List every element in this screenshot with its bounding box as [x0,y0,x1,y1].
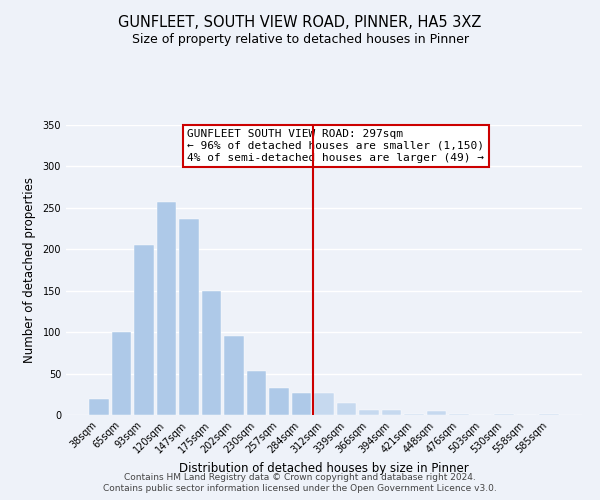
Bar [427,411,446,415]
Bar [494,414,514,415]
X-axis label: Distribution of detached houses by size in Pinner: Distribution of detached houses by size … [179,462,469,475]
Bar [292,394,311,415]
Bar [269,388,289,415]
Bar [314,394,334,415]
Bar [539,414,559,415]
Bar [179,220,199,415]
Bar [112,332,131,415]
Text: Contains HM Land Registry data © Crown copyright and database right 2024.: Contains HM Land Registry data © Crown c… [124,472,476,482]
Y-axis label: Number of detached properties: Number of detached properties [23,177,35,363]
Bar [404,414,424,415]
Text: Size of property relative to detached houses in Pinner: Size of property relative to detached ho… [131,32,469,46]
Bar [89,400,109,415]
Bar [247,371,266,415]
Bar [134,245,154,415]
Bar [337,402,356,415]
Text: GUNFLEET, SOUTH VIEW ROAD, PINNER, HA5 3XZ: GUNFLEET, SOUTH VIEW ROAD, PINNER, HA5 3… [118,15,482,30]
Text: Contains public sector information licensed under the Open Government Licence v3: Contains public sector information licen… [103,484,497,493]
Bar [157,202,176,415]
Bar [359,410,379,415]
Bar [224,336,244,415]
Text: GUNFLEET SOUTH VIEW ROAD: 297sqm
← 96% of detached houses are smaller (1,150)
4%: GUNFLEET SOUTH VIEW ROAD: 297sqm ← 96% o… [187,130,484,162]
Bar [449,414,469,415]
Bar [202,290,221,415]
Bar [382,410,401,415]
